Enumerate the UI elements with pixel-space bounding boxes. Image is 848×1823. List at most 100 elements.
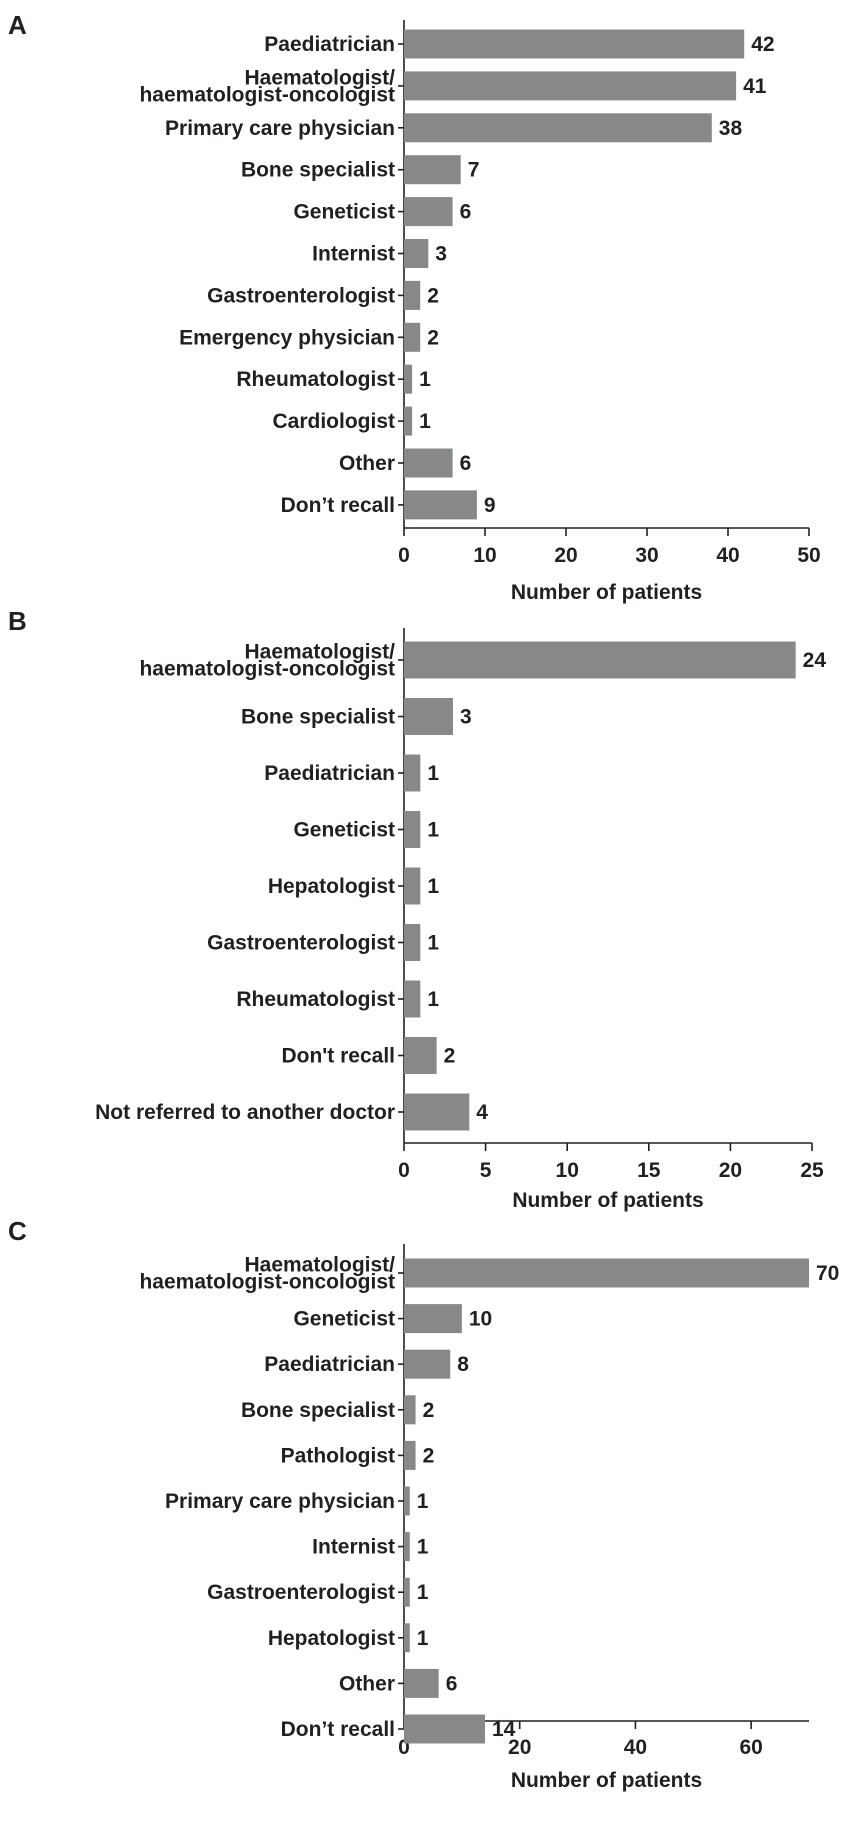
value-label-c: 1 (417, 1627, 429, 1650)
bar-c (404, 1532, 410, 1562)
category-label-c: Haematologist/haematologist-oncologist (139, 1254, 395, 1294)
category-label-line: haematologist-oncologist (139, 658, 395, 681)
value-label-c: 8 (457, 1353, 469, 1376)
value-label-c: 1 (417, 1490, 429, 1513)
bar-b (404, 754, 421, 792)
value-label-c: 70 (816, 1262, 839, 1285)
x-axis-title-c: Number of patients (511, 1769, 702, 1792)
panel-letter-b: B (8, 606, 27, 636)
category-label-line: haematologist-oncologist (139, 83, 395, 106)
bar-a (404, 406, 413, 436)
value-label-c: 10 (469, 1308, 492, 1331)
panel-letter-a: A (8, 10, 27, 40)
category-label-a: Internist (312, 243, 395, 266)
bar-b (404, 811, 421, 848)
x-tick-label-c: 0 (398, 1736, 410, 1759)
value-label-a: 6 (460, 452, 472, 475)
category-label-b: Don't recall (281, 1045, 395, 1068)
bar-c (404, 1577, 410, 1607)
bar-c (404, 1440, 416, 1470)
bar-c (404, 1714, 485, 1744)
bar-a (404, 448, 453, 478)
x-tick-label-a: 50 (797, 544, 820, 567)
value-label-c: 14 (492, 1718, 516, 1741)
bar-a (404, 239, 429, 268)
value-label-a: 42 (751, 33, 774, 56)
panel-letter-c: C (8, 1216, 27, 1246)
bar-c (404, 1668, 439, 1698)
value-label-a: 6 (460, 201, 472, 224)
category-label-a: Emergency physician (179, 326, 395, 349)
value-label-a: 38 (719, 117, 743, 140)
value-label-c: 1 (417, 1581, 429, 1604)
category-label-c: Pathologist (281, 1444, 395, 1467)
x-tick-label-a: 40 (716, 544, 739, 567)
x-tick-label-a: 30 (635, 544, 658, 567)
category-label-a: Paediatrician (264, 33, 395, 56)
bar-a (404, 29, 745, 59)
x-tick-label-a: 20 (554, 544, 577, 567)
x-axis-title-a: Number of patients (511, 581, 702, 604)
value-label-a: 1 (419, 368, 431, 391)
value-label-a: 2 (427, 326, 439, 349)
x-tick-label-c: 20 (508, 1736, 531, 1759)
value-label-a: 2 (427, 284, 439, 307)
category-label-b: Not referred to another doctor (95, 1101, 395, 1124)
category-label-a: Geneticist (293, 201, 395, 224)
x-tick-label-b: 0 (398, 1159, 410, 1182)
bar-a (404, 280, 421, 310)
bar-a (404, 71, 737, 101)
value-label-b: 4 (476, 1101, 488, 1124)
value-label-b: 3 (460, 706, 472, 729)
value-label-b: 1 (427, 819, 439, 842)
x-axis-title-b: Number of patients (512, 1189, 703, 1212)
category-label-c: Bone specialist (241, 1399, 395, 1422)
x-tick-label-c: 40 (624, 1736, 647, 1759)
category-label-b: Rheumatologist (236, 988, 395, 1011)
bar-b (404, 1093, 470, 1131)
value-label-a: 1 (419, 410, 431, 433)
x-tick-label-c: 60 (739, 1736, 762, 1759)
x-tick-label-b: 20 (719, 1159, 742, 1182)
category-label-c: Geneticist (293, 1308, 395, 1331)
bar-c (404, 1304, 462, 1334)
value-label-b: 1 (427, 762, 439, 785)
category-label-a: Haematologist/haematologist-oncologist (139, 66, 395, 106)
bar-c (404, 1258, 809, 1288)
bar-c (404, 1395, 416, 1425)
value-label-b: 2 (444, 1045, 456, 1068)
value-label-c: 1 (417, 1536, 429, 1559)
category-label-a: Other (339, 452, 395, 475)
value-label-a: 7 (468, 159, 480, 182)
category-label-c: Don’t recall (281, 1718, 395, 1741)
category-label-a: Bone specialist (241, 159, 395, 182)
x-tick-label-a: 0 (398, 544, 410, 567)
category-label-a: Primary care physician (165, 117, 395, 140)
category-label-b: Geneticist (293, 819, 395, 842)
category-label-a: Rheumatologist (236, 368, 395, 391)
value-label-b: 24 (803, 649, 827, 672)
x-tick-label-a: 10 (473, 544, 496, 567)
value-label-a: 41 (743, 75, 767, 98)
bar-b (404, 980, 421, 1018)
category-label-c: Internist (312, 1536, 395, 1559)
value-label-c: 2 (423, 1444, 435, 1467)
bar-a (404, 155, 461, 185)
category-label-c: Other (339, 1672, 395, 1695)
category-label-b: Gastroenterologist (207, 932, 395, 955)
bar-a (404, 490, 477, 520)
bar-b (404, 641, 796, 679)
category-label-line: Haematologist/ (244, 1254, 395, 1277)
bar-c (404, 1349, 451, 1379)
category-label-c: Paediatrician (264, 1353, 395, 1376)
bar-b (404, 698, 453, 735)
value-label-b: 1 (427, 932, 439, 955)
category-label-a: Don’t recall (281, 494, 395, 517)
bar-a (404, 197, 453, 227)
value-label-a: 3 (435, 243, 447, 266)
category-label-b: Haematologist/haematologist-oncologist (139, 641, 395, 681)
category-label-b: Paediatrician (264, 762, 395, 785)
value-label-c: 2 (423, 1399, 435, 1422)
category-label-c: Gastroenterologist (207, 1581, 395, 1604)
